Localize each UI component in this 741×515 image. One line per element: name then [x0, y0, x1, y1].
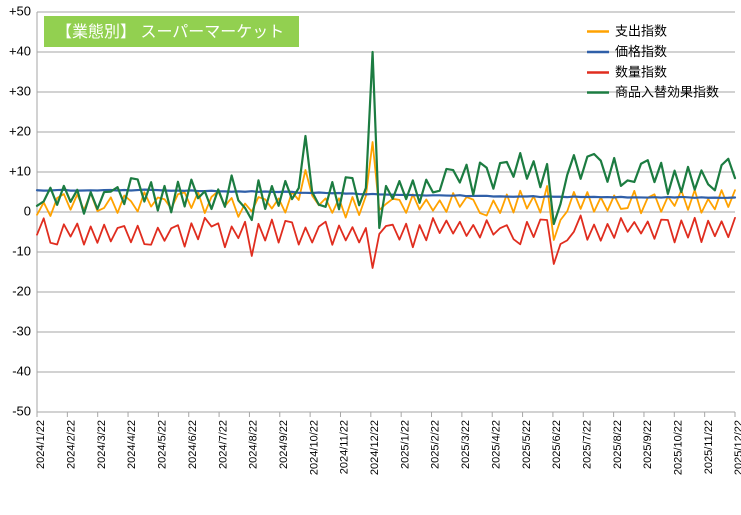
svg-text:2025/9/22: 2025/9/22 — [642, 420, 654, 469]
svg-text:2024/8/22: 2024/8/22 — [248, 420, 260, 469]
svg-text:2025/10/22: 2025/10/22 — [673, 420, 685, 475]
svg-text:+30: +30 — [9, 83, 31, 98]
svg-text:2025/11/22: 2025/11/22 — [703, 420, 715, 474]
svg-text:2024/12/22: 2024/12/22 — [369, 420, 381, 475]
svg-text:-20: -20 — [12, 283, 31, 298]
svg-text:2024/2/22: 2024/2/22 — [66, 420, 78, 469]
svg-text:2025/2/22: 2025/2/22 — [430, 420, 442, 469]
svg-text:-30: -30 — [12, 323, 31, 338]
svg-text:0: 0 — [24, 203, 31, 218]
svg-text:2024/9/22: 2024/9/22 — [278, 420, 290, 469]
svg-text:2024/6/22: 2024/6/22 — [187, 420, 199, 469]
svg-text:+20: +20 — [9, 123, 31, 138]
svg-text:2025/5/22: 2025/5/22 — [521, 420, 533, 469]
svg-text:2024/1/22: 2024/1/22 — [35, 420, 47, 469]
svg-text:支出指数: 支出指数 — [615, 24, 667, 39]
svg-text:【業態別】 スーパーマーケット: 【業態別】 スーパーマーケット — [56, 23, 284, 41]
svg-text:2024/7/22: 2024/7/22 — [217, 420, 229, 469]
svg-text:2024/3/22: 2024/3/22 — [96, 420, 108, 469]
svg-text:+10: +10 — [9, 163, 31, 178]
svg-text:数量指数: 数量指数 — [615, 65, 667, 80]
svg-text:2025/6/22: 2025/6/22 — [551, 420, 563, 469]
svg-text:-40: -40 — [12, 363, 31, 378]
svg-text:価格指数: 価格指数 — [615, 44, 667, 59]
svg-text:2024/10/22: 2024/10/22 — [308, 420, 320, 475]
svg-text:-50: -50 — [12, 403, 31, 418]
svg-text:2024/4/22: 2024/4/22 — [126, 420, 138, 469]
svg-text:-10: -10 — [12, 243, 31, 258]
svg-text:2025/4/22: 2025/4/22 — [490, 420, 502, 469]
svg-text:2024/5/22: 2024/5/22 — [157, 420, 169, 469]
svg-text:2025/1/22: 2025/1/22 — [399, 420, 411, 469]
svg-text:+40: +40 — [9, 43, 31, 58]
svg-text:2025/8/22: 2025/8/22 — [612, 420, 624, 469]
svg-text:2025/7/22: 2025/7/22 — [581, 420, 593, 469]
svg-text:2025/3/22: 2025/3/22 — [460, 420, 472, 469]
svg-text:2025/12/22: 2025/12/22 — [733, 420, 741, 475]
svg-text:商品入替効果指数: 商品入替効果指数 — [615, 85, 719, 100]
svg-text:+50: +50 — [9, 3, 31, 18]
svg-text:2024/11/22: 2024/11/22 — [339, 420, 351, 474]
